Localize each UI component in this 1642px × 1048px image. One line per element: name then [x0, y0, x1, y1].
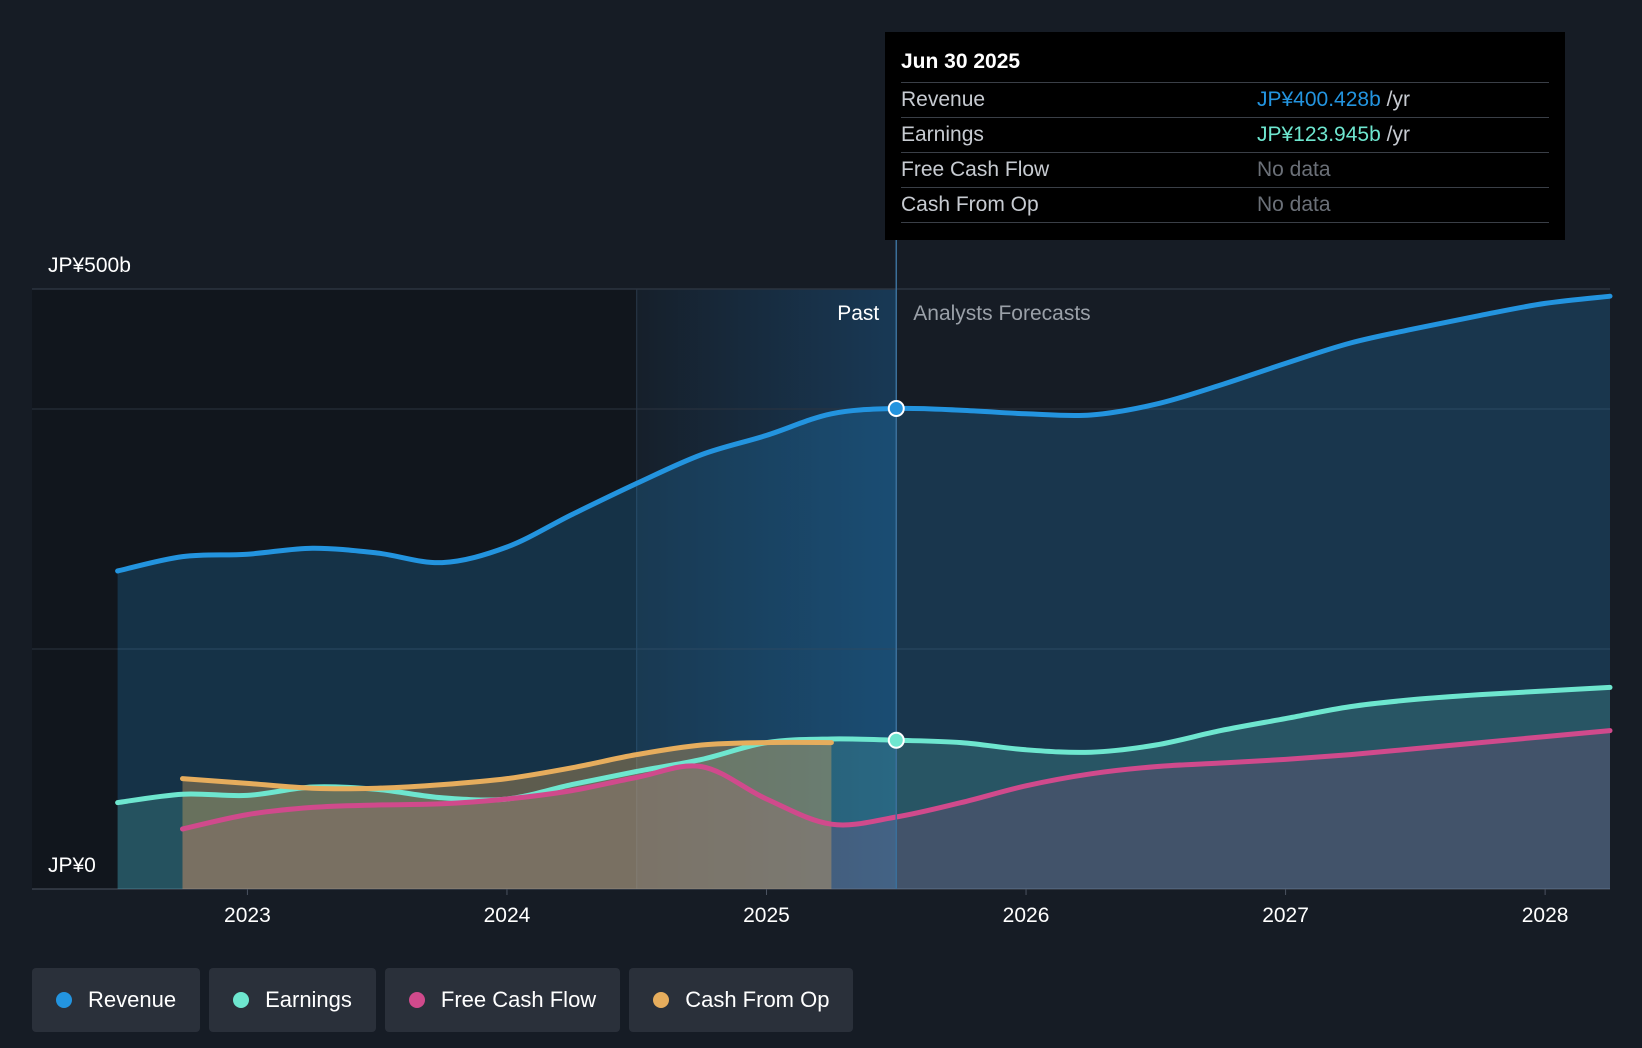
tooltip-row-cash-from-op: Cash From Op No data: [901, 188, 1549, 223]
legend: Revenue Earnings Free Cash Flow Cash Fro…: [32, 968, 854, 1032]
revenue-line: [115, 293, 1613, 574]
revenue-marker: [887, 399, 905, 417]
tooltip-label: Revenue: [901, 88, 986, 111]
legend-item-revenue[interactable]: Revenue: [32, 968, 201, 1032]
highlight-band: [636, 289, 897, 889]
tooltip-nodata: No data: [1257, 193, 1331, 216]
y-axis-label: JP¥500b: [48, 254, 131, 277]
legend-label: Earnings: [265, 987, 352, 1012]
tooltip-unit: /yr: [1386, 88, 1410, 111]
legend-label: Revenue: [88, 987, 177, 1012]
tooltip-label: Earnings: [901, 123, 984, 146]
x-axis-label: 2026: [1003, 904, 1050, 927]
earnings-area: [117, 687, 1611, 889]
tooltip: Jun 30 2025 Revenue JP¥400.428b /yr Earn…: [885, 32, 1565, 240]
legend-dot-icon: [408, 992, 425, 1008]
legend-item-earnings[interactable]: Earnings: [209, 968, 376, 1032]
legend-label: Cash From Op: [685, 987, 830, 1012]
tooltip-value: JP¥400.428b: [1257, 88, 1381, 111]
legend-dot-icon: [233, 992, 250, 1008]
legend-dot-icon: [56, 992, 72, 1008]
legend-item-cash-from-op[interactable]: Cash From Op: [629, 968, 854, 1032]
x-axis-label: 2023: [224, 904, 271, 927]
legend-dot-icon: [653, 992, 670, 1008]
tooltip-nodata: No data: [1257, 158, 1331, 181]
cash-from-op-area: [182, 742, 832, 889]
free-cash-flow-area: [182, 730, 1610, 889]
y-axis-label: JP¥0: [48, 854, 96, 877]
forecast-label: Analysts Forecasts: [913, 302, 1090, 325]
cash-from-op-line: [180, 739, 834, 792]
past-label: Past: [837, 302, 879, 325]
legend-item-free-cash-flow[interactable]: Free Cash Flow: [384, 968, 621, 1032]
tooltip-label: Free Cash Flow: [901, 158, 1050, 181]
tooltip-row-earnings: Earnings JP¥123.945b /yr: [901, 118, 1549, 153]
x-axis-label: 2025: [743, 904, 790, 927]
x-axis-label: 2028: [1522, 904, 1569, 927]
x-axis-label: 2024: [484, 904, 531, 927]
tooltip-date: Jun 30 2025: [901, 46, 1549, 83]
tooltip-value: JP¥123.945b: [1257, 123, 1381, 146]
tooltip-row-free-cash-flow: Free Cash Flow No data: [901, 153, 1549, 188]
earnings-marker: [887, 731, 905, 749]
x-axis-label: 2027: [1262, 904, 1309, 927]
legend-label: Free Cash Flow: [440, 987, 597, 1012]
tooltip-unit: /yr: [1386, 123, 1410, 146]
revenue-area: [117, 296, 1611, 889]
tooltip-row-revenue: Revenue JP¥400.428b /yr: [901, 83, 1549, 118]
tooltip-label: Cash From Op: [901, 193, 1039, 216]
